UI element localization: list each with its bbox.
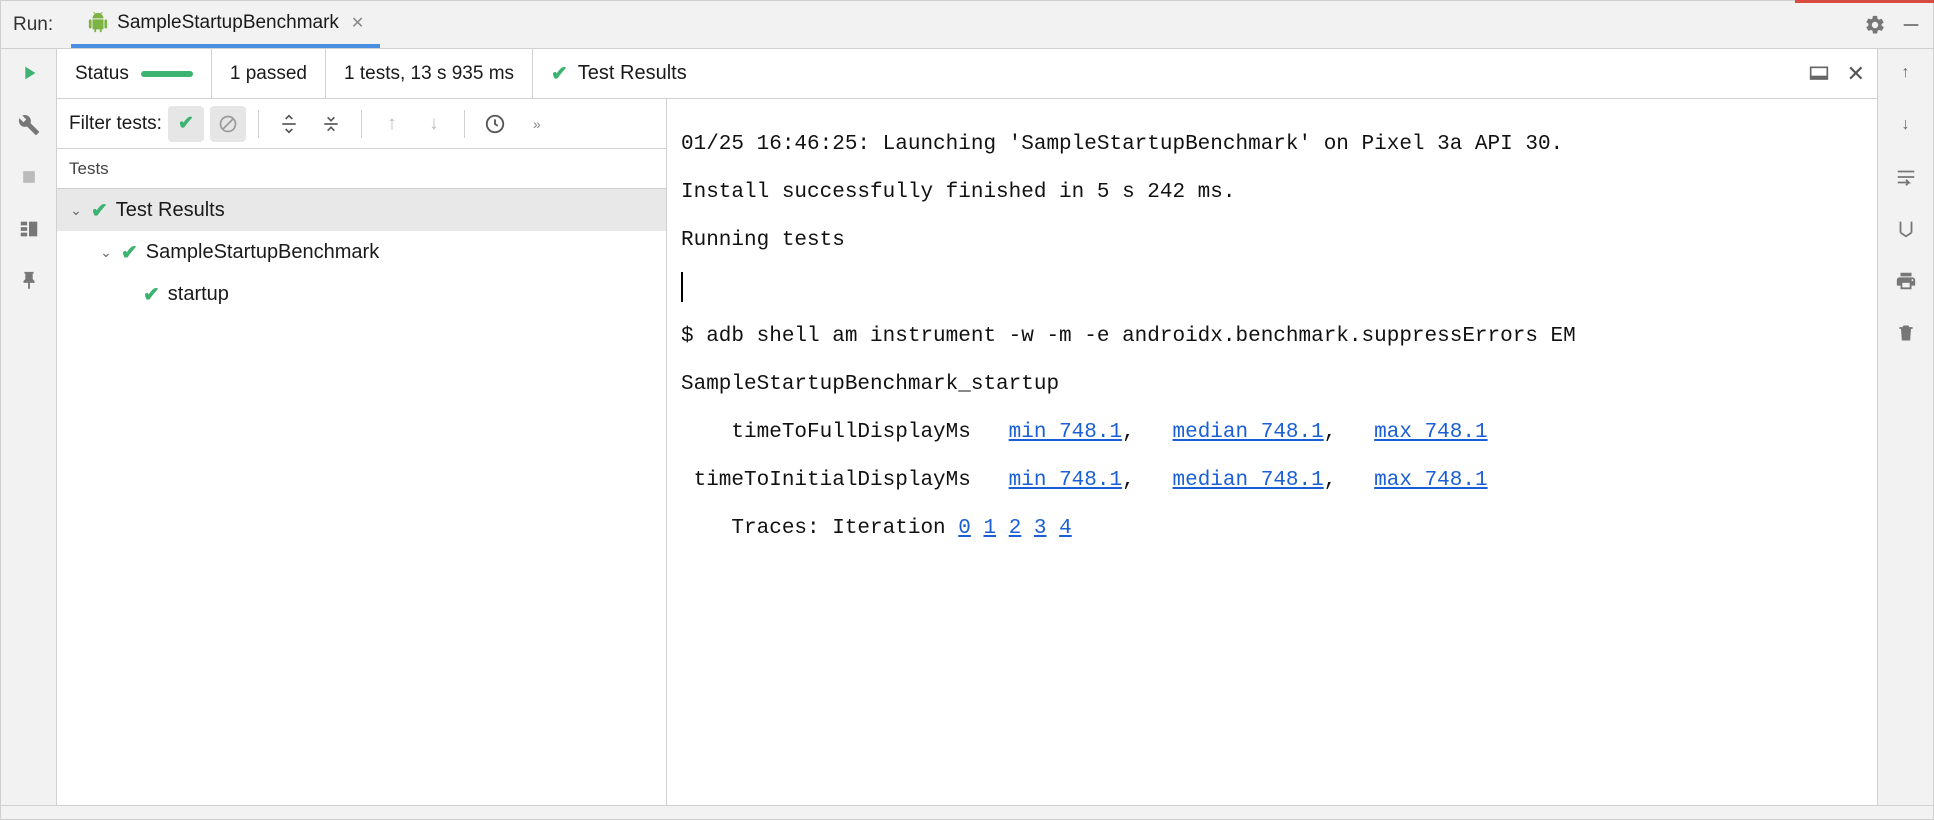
tests-tree: ⌄ ✔ Test Results ⌄ ✔ SampleStartupBenchm… (57, 189, 666, 805)
history-icon[interactable] (477, 106, 513, 142)
chevron-down-icon[interactable]: ⌄ (97, 244, 115, 261)
passed-cell: 1 passed (212, 49, 326, 98)
median-link[interactable]: median 748.1 (1173, 469, 1324, 492)
tree-root-label: Test Results (116, 199, 225, 222)
stop-icon[interactable] (15, 163, 43, 191)
text-cursor (681, 272, 683, 302)
rerun-icon[interactable] (15, 59, 43, 87)
tree-root[interactable]: ⌄ ✔ Test Results (57, 189, 666, 231)
max-link[interactable]: max 748.1 (1374, 421, 1487, 444)
close-tab-icon[interactable]: ✕ (351, 13, 364, 33)
more-icon[interactable]: » (519, 106, 555, 142)
run-config-tab[interactable]: SampleStartupBenchmark ✕ (71, 1, 380, 48)
console-line: 01/25 16:46:25: Launching 'SampleStartup… (681, 133, 1563, 156)
console-line: SampleStartupBenchmark_startup (681, 373, 1059, 396)
console-line: Running tests (681, 229, 845, 252)
close-icon[interactable]: ✕ (1847, 61, 1865, 87)
metric-label: timeToInitialDisplayMs (681, 469, 1009, 492)
trash-icon[interactable] (1892, 319, 1920, 347)
split-pane: Filter tests: ✔ ↑ (57, 99, 1877, 805)
expand-all-icon[interactable] (271, 106, 307, 142)
next-failed-icon[interactable]: ↓ (416, 106, 452, 142)
layout-icon[interactable] (15, 215, 43, 243)
console-panel: 01/25 16:46:25: Launching 'SampleStartup… (667, 99, 1877, 805)
left-gutter (1, 49, 57, 805)
status-row: Status 1 passed 1 tests, 13 s 935 ms ✔ T… (57, 49, 1877, 99)
chevron-down-icon[interactable]: ⌄ (67, 202, 85, 219)
screen-icon[interactable] (1809, 65, 1829, 83)
settings-icon[interactable] (1861, 11, 1889, 39)
show-ignored-icon[interactable] (210, 106, 246, 142)
scroll-to-end-icon[interactable] (1892, 215, 1920, 243)
body: Status 1 passed 1 tests, 13 s 935 ms ✔ T… (1, 49, 1933, 805)
min-link[interactable]: min 748.1 (1009, 469, 1122, 492)
modified-indicator (1795, 0, 1934, 3)
main-area: Status 1 passed 1 tests, 13 s 935 ms ✔ T… (57, 49, 1877, 805)
console-line: Install successfully finished in 5 s 242… (681, 181, 1236, 204)
console-line: $ adb shell am instrument -w -m -e andro… (681, 325, 1576, 348)
console-header-buttons: ✕ (1797, 61, 1877, 87)
filter-toolbar: Filter tests: ✔ ↑ (57, 99, 666, 149)
status-cell: Status (57, 49, 212, 98)
tab-title: SampleStartupBenchmark (117, 12, 339, 34)
top-tab-bar: Run: SampleStartupBenchmark ✕ (1, 1, 1933, 49)
check-icon: ✔ (91, 198, 108, 223)
collapse-all-icon[interactable] (313, 106, 349, 142)
tree-test[interactable]: ✔ startup (57, 273, 666, 315)
print-icon[interactable] (1892, 267, 1920, 295)
pin-icon[interactable] (15, 267, 43, 295)
trace-link[interactable]: 2 (1009, 517, 1022, 540)
median-link[interactable]: median 748.1 (1173, 421, 1324, 444)
tree-suite-label: SampleStartupBenchmark (146, 241, 379, 264)
tree-test-label: startup (168, 283, 229, 306)
metric-label: timeToFullDisplayMs (681, 421, 1009, 444)
soft-wrap-icon[interactable] (1892, 163, 1920, 191)
right-gutter: ↑ ↓ (1877, 49, 1933, 805)
wrench-icon[interactable] (15, 111, 43, 139)
min-link[interactable]: min 748.1 (1009, 421, 1122, 444)
bottom-bar (1, 805, 1933, 819)
progress-bar (141, 71, 193, 77)
results-title: Test Results (578, 62, 687, 85)
tests-header: Tests (57, 149, 666, 189)
traces-label: Traces: Iteration (681, 517, 958, 540)
filter-label: Filter tests: (69, 113, 162, 135)
console-output: 01/25 16:46:25: Launching 'SampleStartup… (681, 121, 1877, 553)
max-link[interactable]: max 748.1 (1374, 469, 1487, 492)
check-icon: ✔ (121, 240, 138, 265)
check-icon: ✔ (551, 61, 568, 86)
hide-icon[interactable] (1897, 11, 1925, 39)
show-passed-icon[interactable]: ✔ (168, 106, 204, 142)
run-label: Run: (13, 14, 53, 36)
check-icon: ✔ (143, 282, 160, 307)
tests-panel: Filter tests: ✔ ↑ (57, 99, 667, 805)
scroll-down-icon[interactable]: ↓ (1892, 111, 1920, 139)
trace-link[interactable]: 0 (958, 517, 971, 540)
run-tool-window: Run: SampleStartupBenchmark ✕ (0, 0, 1934, 820)
status-label: Status (75, 63, 129, 85)
trace-link[interactable]: 3 (1034, 517, 1047, 540)
trace-link[interactable]: 1 (983, 517, 996, 540)
android-icon (87, 12, 109, 34)
trace-link[interactable]: 4 (1059, 517, 1072, 540)
scroll-up-icon[interactable]: ↑ (1892, 59, 1920, 87)
tree-suite[interactable]: ⌄ ✔ SampleStartupBenchmark (57, 231, 666, 273)
prev-failed-icon[interactable]: ↑ (374, 106, 410, 142)
results-header: ✔ Test Results (533, 61, 1797, 86)
summary-cell: 1 tests, 13 s 935 ms (326, 49, 533, 98)
